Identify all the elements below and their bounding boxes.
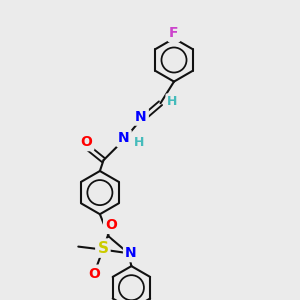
Text: N: N <box>125 246 136 260</box>
Text: O: O <box>80 135 92 149</box>
Text: H: H <box>134 136 144 149</box>
Text: H: H <box>167 95 178 108</box>
Text: N: N <box>118 131 130 145</box>
Text: O: O <box>105 218 117 232</box>
Text: F: F <box>169 26 179 40</box>
Text: O: O <box>88 267 100 280</box>
Text: S: S <box>98 241 108 256</box>
Text: N: N <box>135 110 147 124</box>
